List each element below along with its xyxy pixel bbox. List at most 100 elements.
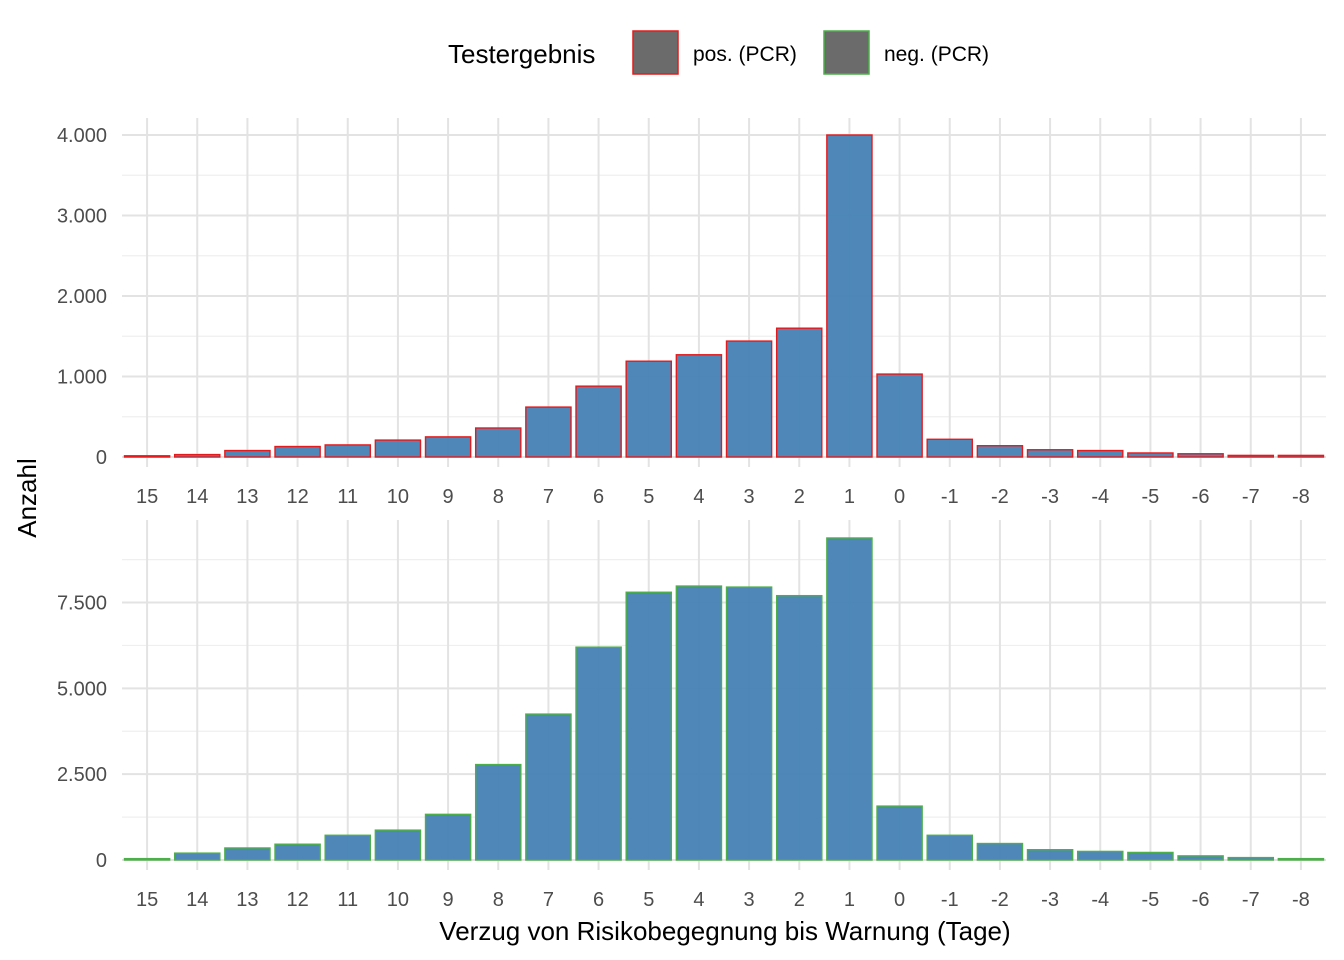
bar <box>1227 856 1275 861</box>
bar <box>876 373 923 458</box>
bar <box>173 852 221 861</box>
x-tick-label: 15 <box>136 889 158 911</box>
x-tick-label: 0 <box>894 486 905 508</box>
bar <box>575 646 622 861</box>
x-tick-label: -6 <box>1192 889 1210 911</box>
x-tick-label: 4 <box>693 889 704 911</box>
bar <box>324 834 372 861</box>
x-tick-label: -7 <box>1242 486 1260 508</box>
bar <box>625 360 673 458</box>
bar <box>1076 850 1124 861</box>
x-tick-label: -7 <box>1242 889 1260 911</box>
x-tick-label: 8 <box>493 889 504 911</box>
bar <box>1127 851 1174 861</box>
bar <box>1277 454 1325 458</box>
legend-label-neg: neg. (PCR) <box>884 43 989 66</box>
x-tick-label: -1 <box>941 486 959 508</box>
bar <box>224 847 271 861</box>
x-tick-label: 2 <box>794 486 805 508</box>
legend-label-pos: pos. (PCR) <box>693 43 797 66</box>
x-tick-label: 3 <box>744 889 755 911</box>
bar <box>123 857 171 861</box>
y-tick-label: 0 <box>96 447 107 469</box>
x-tick-label: -3 <box>1041 889 1059 911</box>
bar <box>173 453 221 458</box>
x-tick-label: -4 <box>1091 486 1109 508</box>
legend-item-neg: neg. (PCR) <box>823 30 989 75</box>
bar <box>725 586 773 861</box>
x-tick-label: -1 <box>941 889 959 911</box>
x-tick-label: 10 <box>387 486 409 508</box>
x-tick-label: 1 <box>844 889 855 911</box>
bar <box>976 445 1024 458</box>
bar <box>123 455 171 458</box>
x-tick-label: -3 <box>1041 486 1059 508</box>
y-tick-label: 2.500 <box>57 764 107 786</box>
bar <box>725 340 773 458</box>
x-tick-label: 12 <box>286 486 308 508</box>
bar <box>926 834 974 861</box>
x-tick-label: 12 <box>286 889 308 911</box>
x-tick-label: 4 <box>693 486 704 508</box>
y-tick-label: 7.500 <box>57 593 107 615</box>
legend-item-pos: pos. (PCR) <box>632 30 797 75</box>
bar <box>1177 453 1224 458</box>
y-tick-label: 5.000 <box>57 678 107 700</box>
bar <box>926 438 974 458</box>
x-tick-label: 1 <box>844 486 855 508</box>
x-axis-title: Verzug von Risikobegegnung bis Warnung (… <box>439 916 1010 946</box>
bar <box>675 354 723 458</box>
bar <box>424 813 472 861</box>
x-tick-label: 5 <box>643 486 654 508</box>
bar <box>625 591 673 861</box>
y-tick-label: 2.000 <box>57 286 107 308</box>
x-tick-label: -5 <box>1142 889 1160 911</box>
bar <box>826 537 873 861</box>
bar <box>374 439 422 458</box>
x-tick-label: -4 <box>1091 889 1109 911</box>
bar <box>274 843 321 861</box>
x-tick-label: -2 <box>991 486 1009 508</box>
bar <box>374 829 422 861</box>
x-tick-label: 13 <box>236 889 258 911</box>
bar <box>575 385 622 458</box>
x-tick-label: 9 <box>443 486 454 508</box>
x-tick-label: 15 <box>136 486 158 508</box>
x-tick-label: 9 <box>443 889 454 911</box>
y-tick-label: 4.000 <box>57 125 107 147</box>
legend: Testergebnis pos. (PCR) neg. (PCR) <box>448 30 989 75</box>
bar <box>675 585 723 861</box>
bar <box>1177 855 1224 861</box>
x-tick-label: 11 <box>337 486 358 508</box>
x-tick-label: -8 <box>1292 486 1310 508</box>
x-tick-label: 8 <box>493 486 504 508</box>
x-tick-label: 2 <box>794 889 805 911</box>
x-tick-label: 0 <box>894 889 905 911</box>
x-tick-label: -5 <box>1142 486 1160 508</box>
bar <box>525 713 572 861</box>
bar <box>424 436 472 458</box>
x-tick-label: 14 <box>186 486 208 508</box>
bar <box>876 805 923 861</box>
legend-title: Testergebnis <box>448 39 595 69</box>
x-tick-label: 13 <box>236 486 258 508</box>
x-tick-label: -6 <box>1192 486 1210 508</box>
legend-key-pos <box>632 30 679 75</box>
x-tick-label: 11 <box>337 889 358 911</box>
bar <box>324 444 372 458</box>
bar <box>1026 849 1074 861</box>
bar <box>474 427 522 458</box>
x-tick-label: 6 <box>593 486 604 508</box>
bar <box>1026 449 1074 458</box>
bar <box>775 327 823 458</box>
bar <box>775 594 823 861</box>
x-tick-label: 5 <box>643 889 654 911</box>
y-axis-title: Anzahl <box>12 458 42 538</box>
bar <box>474 763 522 861</box>
x-tick-label: 3 <box>744 486 755 508</box>
y-tick-label: 1.000 <box>57 367 107 389</box>
y-tick-label: 3.000 <box>57 206 107 228</box>
